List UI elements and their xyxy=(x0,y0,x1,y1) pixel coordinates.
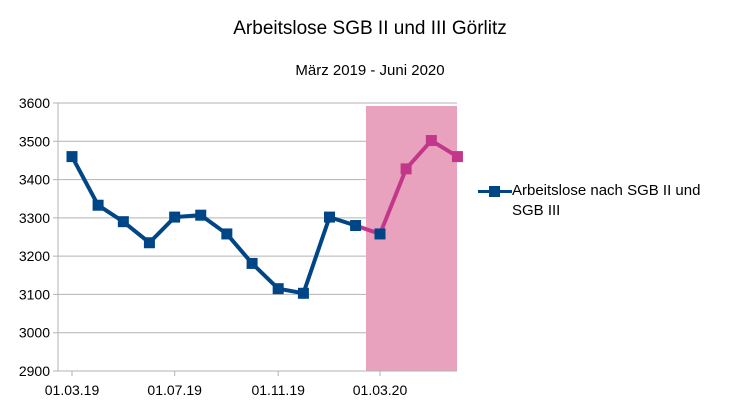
legend: Arbeitslose nach SGB II und SGB III xyxy=(478,182,740,221)
y-tick-label: 3300 xyxy=(19,210,50,226)
x-tick-label: 01.03.19 xyxy=(45,382,100,398)
y-tick-label: 2900 xyxy=(19,363,50,379)
data-point xyxy=(374,228,386,240)
data-point xyxy=(66,151,78,163)
y-tick-label: 3400 xyxy=(19,172,50,188)
y-tick-labels: 2900 3000 3100 3200 3300 3400 3500 3600 xyxy=(19,95,50,379)
legend-swatch xyxy=(478,183,512,199)
y-tick-label: 3000 xyxy=(19,325,50,341)
series-points xyxy=(66,135,463,299)
data-point xyxy=(297,287,309,299)
y-tick-label: 3100 xyxy=(19,286,50,302)
y-tick-label: 3200 xyxy=(19,248,50,264)
y-tick-label: 3500 xyxy=(19,133,50,149)
data-point xyxy=(169,211,181,223)
legend-label: Arbeitslose nach SGB II und SGB III xyxy=(512,182,701,219)
data-point xyxy=(425,135,437,147)
x-tick-label: 01.11.19 xyxy=(251,382,305,398)
data-point xyxy=(195,209,207,221)
axes xyxy=(57,103,457,376)
series-line-main xyxy=(70,155,357,296)
x-tick-labels: 01.03.19 01.07.19 01.11.19 01.03.20 xyxy=(45,382,408,398)
data-point xyxy=(324,211,336,223)
data-point xyxy=(272,283,284,295)
chart-title: Arbeitslose SGB II und III Görlitz xyxy=(233,18,507,39)
data-point xyxy=(117,216,129,228)
data-point xyxy=(143,237,155,249)
data-point xyxy=(92,199,104,211)
y-tick-label: 3600 xyxy=(19,95,50,111)
chart-subtitle: März 2019 - Juni 2020 xyxy=(295,62,445,79)
data-point xyxy=(400,163,412,175)
data-point xyxy=(221,228,233,240)
data-point xyxy=(350,220,362,232)
x-tick-label: 01.03.20 xyxy=(353,382,408,398)
data-point xyxy=(246,257,258,269)
data-point xyxy=(451,151,463,163)
x-tick-label: 01.07.19 xyxy=(147,382,202,398)
